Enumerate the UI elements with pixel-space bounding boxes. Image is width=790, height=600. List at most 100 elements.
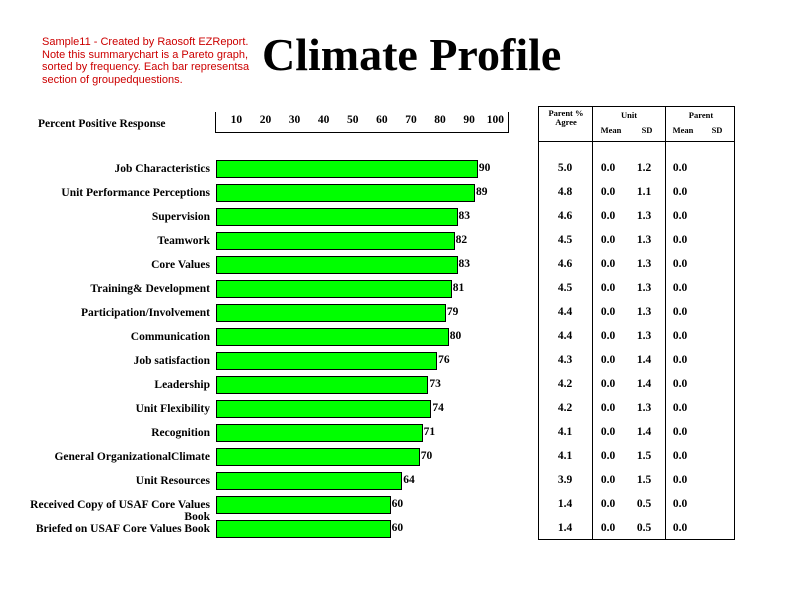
bar-value-label: 80 — [449, 330, 462, 342]
table-cell: 4.2 — [557, 402, 573, 414]
table-cell: 5.0 — [557, 162, 573, 174]
header-unit: Unit — [620, 110, 638, 120]
table-cell: 0.0 — [672, 522, 688, 534]
stats-table: Parent % Agree Unit Mean SD Parent Mean … — [538, 106, 735, 540]
bar — [216, 376, 429, 394]
bar — [216, 184, 475, 202]
table-cell: 4.1 — [557, 426, 573, 438]
table-cell: 0.5 — [636, 498, 652, 510]
table-cell: 0.0 — [600, 426, 616, 438]
table-cell: 4.5 — [557, 234, 573, 246]
table-cell: 0.0 — [600, 234, 616, 246]
table-cell: 0.0 — [600, 402, 616, 414]
header-parent-pct-agree: Parent % Agree — [548, 108, 584, 127]
header-unit-sd: SD — [641, 125, 653, 135]
category-label: Job satisfaction — [133, 355, 210, 367]
bar — [216, 448, 420, 466]
bar — [216, 160, 478, 178]
x-tick-label: 30 — [288, 114, 301, 126]
table-cell: 0.0 — [600, 378, 616, 390]
category-label: Supervision — [151, 211, 210, 223]
bar — [216, 304, 446, 322]
header-parent: Parent — [688, 110, 714, 120]
bar-value-label: 73 — [429, 378, 441, 390]
category-label: Teamwork — [157, 235, 210, 247]
table-cell: 0.0 — [672, 186, 688, 198]
x-tick-label: 40 — [317, 114, 330, 126]
table-cell: 0.0 — [600, 498, 616, 510]
bar — [216, 472, 403, 490]
table-cell: 4.3 — [557, 354, 573, 366]
description-note: Sample11 - Created by Raosoft EZReport. … — [42, 36, 250, 86]
table-cell: 1.3 — [636, 282, 652, 294]
bar-value-label: 83 — [458, 210, 471, 222]
bar-value-label: 82 — [455, 234, 468, 246]
table-cell: 1.3 — [636, 258, 652, 270]
category-label: Received Copy of USAF Core Values Book — [30, 499, 210, 523]
category-label: Core Values — [151, 259, 210, 271]
table-cell: 0.0 — [672, 450, 688, 462]
table-cell: 1.3 — [636, 402, 652, 414]
table-cell: 0.0 — [672, 234, 688, 246]
bar-value-label: 71 — [423, 426, 436, 438]
table-cell: 4.5 — [557, 282, 573, 294]
category-label: Unit Performance Perceptions — [61, 187, 210, 199]
page-title: Climate Profile — [262, 29, 562, 80]
table-cell: 0.0 — [600, 186, 616, 198]
table-cell: 1.3 — [636, 234, 652, 246]
x-tick-label: 90 — [463, 114, 475, 126]
table-cell: 0.0 — [672, 354, 688, 366]
table-cell: 1.4 — [636, 426, 652, 438]
bar — [216, 400, 432, 418]
table-cell: 4.6 — [557, 210, 573, 222]
bar-value-label: 64 — [403, 474, 415, 486]
bar — [216, 328, 449, 346]
x-tick-label: 80 — [434, 114, 446, 126]
table-cell: 0.0 — [672, 378, 688, 390]
table-cell: 1.4 — [557, 522, 573, 534]
table-cell: 1.5 — [636, 450, 652, 462]
table-cell: 0.0 — [600, 474, 616, 486]
x-tick-label: 70 — [405, 114, 417, 126]
table-cell: 3.9 — [557, 474, 573, 486]
table-cell: 0.0 — [672, 474, 688, 486]
category-label: Job Characteristics — [114, 163, 211, 175]
bar-value-label: 70 — [420, 450, 433, 462]
table-cell: 0.0 — [672, 258, 688, 270]
table-cell: 4.6 — [557, 258, 573, 270]
table-cell: 0.0 — [672, 282, 688, 294]
bar — [216, 256, 458, 274]
bar-value-label: 60 — [391, 522, 404, 534]
table-cell: 0.0 — [672, 330, 688, 342]
x-tick-label: 10 — [230, 114, 243, 126]
x-axis-frame — [215, 112, 509, 133]
category-label: Recognition — [151, 427, 210, 439]
table-cell: 0.0 — [672, 162, 688, 174]
table-cell: 0.0 — [600, 522, 616, 534]
bar-value-label: 74 — [432, 402, 444, 414]
bar-value-label: 81 — [452, 282, 465, 294]
table-cell: 1.4 — [557, 498, 573, 510]
category-label: General OrganizationalClimate — [54, 451, 210, 463]
table-cell: 4.1 — [557, 450, 573, 462]
table-cell: 1.3 — [636, 210, 652, 222]
category-label: Unit Flexibility — [135, 403, 210, 415]
header-parent-sd: SD — [711, 125, 723, 135]
bar — [216, 280, 452, 298]
category-label: Briefed on USAF Core Values Book — [35, 523, 210, 535]
table-cell: 4.4 — [557, 306, 573, 318]
x-tick-label: 20 — [259, 114, 272, 126]
table-cell: 1.4 — [636, 354, 652, 366]
table-cell: 0.0 — [600, 306, 616, 318]
table-cell: 0.0 — [600, 210, 616, 222]
table-cell: 0.0 — [600, 162, 616, 174]
table-cell: 4.8 — [557, 186, 573, 198]
table-cell: 0.0 — [600, 330, 616, 342]
bar — [216, 424, 423, 442]
table-cell: 1.3 — [636, 330, 652, 342]
table-cell: 1.1 — [636, 186, 652, 198]
bar-value-label: 90 — [478, 162, 491, 174]
category-label: Unit Resources — [135, 475, 210, 487]
bar — [216, 208, 458, 226]
x-tick-label: 60 — [376, 114, 388, 126]
